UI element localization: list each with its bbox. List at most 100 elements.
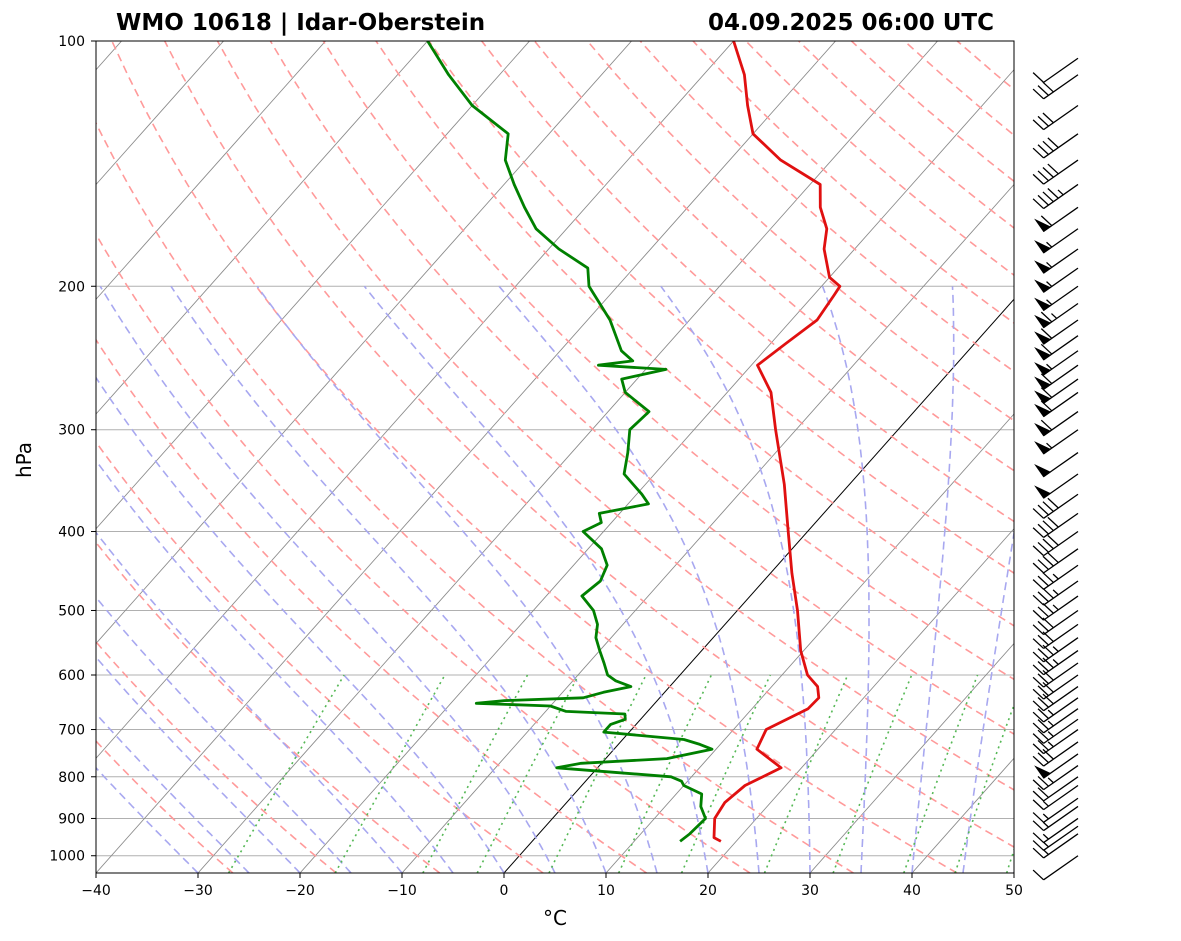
moist-adiabat bbox=[821, 286, 870, 873]
wind-barbs bbox=[1032, 57, 1079, 881]
wind-barb bbox=[1032, 74, 1079, 100]
wind-barb bbox=[1032, 159, 1079, 185]
y-tick-label: 800 bbox=[58, 770, 85, 786]
wind-barb bbox=[1034, 206, 1079, 233]
mixing-ratio-line bbox=[422, 674, 529, 873]
dry-adiabat bbox=[96, 541, 441, 873]
dry-adiabat bbox=[481, 41, 1014, 523]
datetime-title: 04.09.2025 06:00 UTC bbox=[708, 10, 994, 36]
moist-adiabat bbox=[96, 766, 199, 873]
wind-barb bbox=[1032, 674, 1079, 700]
x-tick-label: −20 bbox=[285, 883, 315, 899]
dry-adiabat bbox=[96, 440, 544, 873]
wind-barb bbox=[1032, 855, 1079, 881]
wind-barb bbox=[1032, 564, 1079, 590]
wind-barb bbox=[1032, 805, 1079, 832]
wind-barb bbox=[1034, 350, 1079, 376]
wind-barb bbox=[1034, 429, 1079, 455]
isotherm bbox=[707, 528, 1014, 873]
isotherm bbox=[96, 41, 326, 300]
station-title: WMO 10618 | Idar-Oberstein bbox=[116, 10, 485, 36]
plot-frame bbox=[95, 40, 1015, 874]
wind-barb bbox=[1034, 364, 1079, 390]
wind-barb bbox=[1034, 248, 1079, 274]
moist-adiabat bbox=[660, 285, 811, 873]
isotherm bbox=[96, 41, 632, 645]
wind-barb bbox=[1032, 728, 1079, 755]
wind-barb bbox=[1032, 637, 1079, 663]
wind-barb bbox=[1032, 741, 1079, 767]
wind-barb bbox=[1032, 595, 1079, 621]
wind-barb bbox=[1032, 57, 1079, 83]
moist-adiabat bbox=[962, 528, 1014, 873]
y-tick-label: 1000 bbox=[49, 849, 85, 865]
wind-barb bbox=[1034, 302, 1079, 329]
mixing-ratio-line bbox=[476, 674, 580, 873]
dry-adiabat bbox=[96, 121, 854, 873]
wind-barb bbox=[1032, 718, 1079, 744]
isotherm bbox=[401, 183, 1014, 873]
x-tick-label: 30 bbox=[801, 883, 819, 899]
wind-barb bbox=[1032, 697, 1079, 723]
wind-barb bbox=[1032, 133, 1079, 159]
isotherm bbox=[96, 41, 224, 186]
moist-adiabat bbox=[99, 285, 556, 873]
mixing-ratio-line bbox=[334, 674, 446, 873]
y-tick-label: 300 bbox=[58, 423, 85, 439]
x-tick-label: −30 bbox=[183, 883, 213, 899]
plot-area bbox=[96, 41, 1014, 873]
wind-barb bbox=[1034, 452, 1079, 478]
x-tick-label: 20 bbox=[699, 883, 717, 899]
y-tick-label: 700 bbox=[58, 723, 85, 739]
wind-barb bbox=[1034, 285, 1079, 312]
dry-adiabat bbox=[96, 739, 234, 873]
y-tick-label: 100 bbox=[58, 34, 85, 50]
moist-adiabat bbox=[96, 376, 505, 873]
moist-adiabat bbox=[498, 285, 760, 873]
mixing-ratio-line bbox=[227, 674, 345, 873]
wind-barb bbox=[1034, 473, 1079, 499]
isotherm bbox=[299, 69, 1014, 873]
x-tick-label: 10 bbox=[597, 883, 615, 899]
wind-barb bbox=[1034, 753, 1079, 779]
wind-barb bbox=[1032, 104, 1079, 131]
wind-barb bbox=[1032, 183, 1079, 210]
moist-adiabat bbox=[170, 285, 607, 873]
dry-adiabat bbox=[375, 41, 1014, 627]
y-tick-label: 600 bbox=[58, 668, 85, 684]
y-tick-label: 200 bbox=[58, 279, 85, 295]
isotherm bbox=[96, 41, 836, 873]
mixing-ratio-line bbox=[832, 674, 913, 873]
mixing-ratio-line bbox=[954, 702, 1014, 873]
x-tick-label: −40 bbox=[81, 883, 111, 899]
wind-barb bbox=[1032, 708, 1079, 734]
wind-barb bbox=[1032, 662, 1079, 688]
axis-ticks: −40 −30 −20 −10 0 10 20 30 40 50 100 200 300 400 500 60… bbox=[49, 34, 1023, 899]
moist-adiabat bbox=[96, 531, 403, 873]
dry-adiabat bbox=[216, 41, 1014, 791]
dry-adiabat bbox=[96, 232, 751, 873]
wind-barb bbox=[1034, 267, 1079, 293]
isotherm bbox=[96, 41, 530, 530]
moist-adiabat bbox=[96, 596, 352, 873]
dry-adiabat bbox=[322, 41, 1014, 681]
moist-adiabat bbox=[96, 459, 454, 873]
wind-barb bbox=[1032, 776, 1079, 802]
wind-barb bbox=[1034, 228, 1079, 254]
moist-adiabat bbox=[96, 655, 301, 873]
wind-barb bbox=[1032, 548, 1079, 574]
isotherm bbox=[809, 642, 1014, 873]
wind-barb bbox=[1032, 580, 1079, 606]
x-tick-label: 50 bbox=[1005, 883, 1023, 899]
x-tick-label: −10 bbox=[387, 883, 417, 899]
y-axis-label: hPa bbox=[12, 442, 36, 478]
isotherm bbox=[96, 41, 734, 759]
mixing-ratio-line bbox=[903, 674, 979, 873]
x-axis-label: °C bbox=[543, 906, 567, 930]
temperature-profile bbox=[712, 41, 842, 843]
moist-adiabat bbox=[363, 285, 709, 873]
wind-barb bbox=[1032, 817, 1079, 844]
wind-barb bbox=[1032, 512, 1079, 538]
y-tick-label: 500 bbox=[58, 603, 85, 619]
